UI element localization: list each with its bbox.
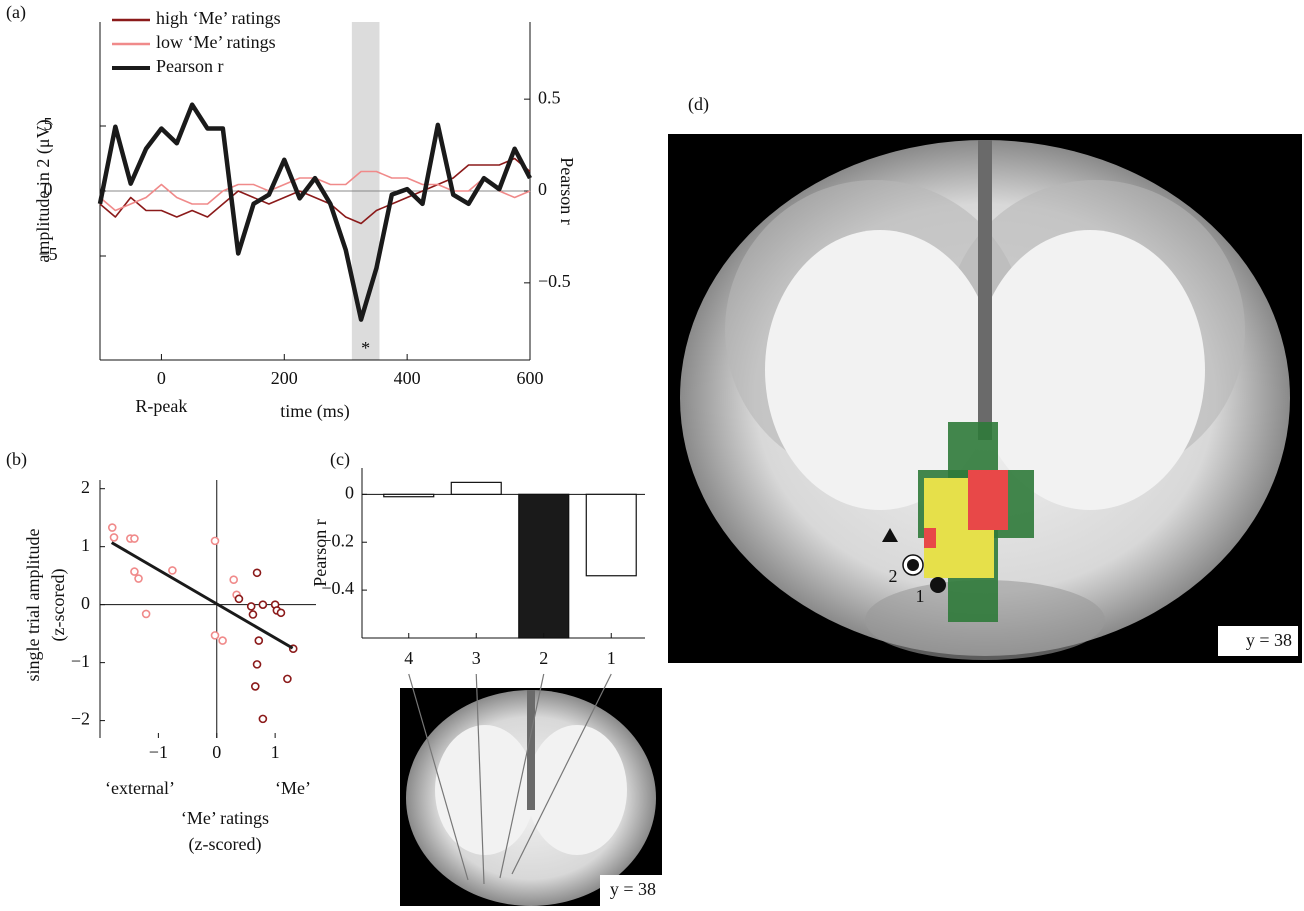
legend-label: high ‘Me’ ratings bbox=[156, 8, 281, 28]
point bbox=[143, 610, 150, 617]
x-tick-label: 2 bbox=[539, 648, 548, 668]
marker-label: 1 bbox=[916, 586, 925, 606]
y-axis-label: (z-scored) bbox=[48, 569, 69, 642]
brain-slice bbox=[668, 134, 1302, 663]
panel-label: (c) bbox=[330, 449, 350, 470]
point bbox=[169, 567, 176, 574]
panel-label: (b) bbox=[6, 449, 27, 470]
point bbox=[219, 637, 226, 644]
slice-label: y = 38 bbox=[1246, 630, 1292, 650]
point bbox=[131, 568, 138, 575]
point bbox=[111, 534, 118, 541]
point bbox=[131, 535, 138, 542]
y-axis-label: amplitude in 2 (μV) bbox=[33, 119, 54, 262]
y-tick-label: 1 bbox=[81, 535, 90, 555]
y-tick-label: 0 bbox=[81, 593, 90, 613]
legend-label: low ‘Me’ ratings bbox=[156, 32, 276, 52]
x-tick-label: 600 bbox=[517, 368, 544, 388]
x-axis-label: ‘Me’ ratings bbox=[181, 808, 269, 828]
point bbox=[212, 537, 219, 544]
y2-axis-label: Pearson r bbox=[557, 157, 577, 224]
y2-tick-label: 0 bbox=[538, 179, 547, 199]
y-axis-label: Pearson r bbox=[310, 519, 330, 586]
point bbox=[254, 661, 261, 668]
bar bbox=[451, 482, 501, 494]
x-axis-label: time (ms) bbox=[280, 401, 350, 422]
x-tick-label: −1 bbox=[149, 742, 168, 762]
point bbox=[277, 609, 284, 616]
panel-label: (a) bbox=[6, 2, 26, 23]
y-tick-label: −2 bbox=[71, 709, 90, 729]
y-tick-label: −1 bbox=[71, 651, 90, 671]
y2-tick-label: 0.5 bbox=[538, 87, 561, 107]
annotation: ‘external’ bbox=[105, 778, 175, 798]
point bbox=[230, 576, 237, 583]
point bbox=[249, 611, 256, 618]
point bbox=[212, 632, 219, 639]
point bbox=[135, 575, 142, 582]
fit-line bbox=[112, 543, 293, 649]
legend-label: Pearson r bbox=[156, 56, 223, 76]
point bbox=[284, 675, 291, 682]
x-tick-label: 3 bbox=[472, 648, 481, 668]
x-tick-label: 400 bbox=[394, 368, 421, 388]
y-axis-label: single trial amplitude bbox=[23, 529, 43, 682]
bar bbox=[586, 494, 636, 575]
bar bbox=[384, 494, 434, 496]
x-tick-label: 0 bbox=[212, 742, 221, 762]
y-tick-label: 0 bbox=[345, 482, 354, 502]
bar bbox=[519, 494, 569, 638]
x-tick-label: 1 bbox=[271, 742, 280, 762]
point bbox=[254, 569, 261, 576]
figure: (d) 2 1 y = 38 *−505−0.500.50200400600hi… bbox=[0, 0, 1304, 906]
inset-label: y = 38 bbox=[610, 879, 656, 899]
annotation: R-peak bbox=[135, 396, 187, 416]
x-tick-label: 0 bbox=[157, 368, 166, 388]
annotation: ‘Me’ bbox=[275, 778, 311, 798]
x-tick-label: 4 bbox=[404, 648, 413, 668]
x-axis-label: (z-scored) bbox=[189, 834, 262, 855]
point bbox=[259, 601, 266, 608]
marker-label: 2 bbox=[889, 566, 898, 586]
inset-brain bbox=[400, 688, 662, 906]
point bbox=[255, 637, 262, 644]
x-tick-label: 1 bbox=[607, 648, 616, 668]
point bbox=[248, 603, 255, 610]
point bbox=[235, 595, 242, 602]
y-tick-label: 2 bbox=[81, 477, 90, 497]
y2-tick-label: −0.5 bbox=[538, 271, 571, 291]
annotation: * bbox=[361, 338, 370, 358]
point bbox=[252, 683, 259, 690]
point bbox=[109, 524, 116, 531]
point bbox=[259, 715, 266, 722]
x-tick-label: 200 bbox=[271, 368, 298, 388]
panel-label: (d) bbox=[688, 94, 709, 115]
